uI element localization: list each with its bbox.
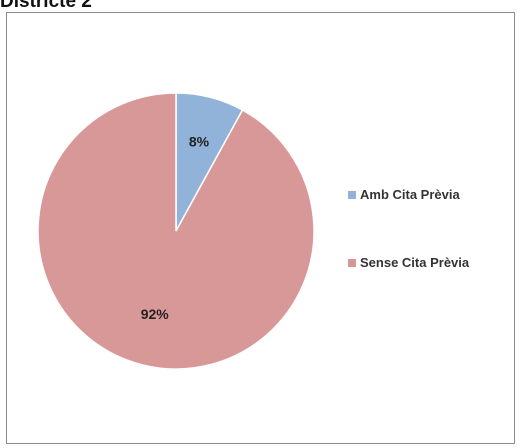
legend: Amb Cita Prèvia Sense Cita Prèvia [348, 187, 470, 270]
slice-label-2: 92% [141, 306, 170, 322]
pie-slice-2 [37, 92, 315, 370]
slice-label-1: 8% [189, 133, 210, 149]
legend-swatch-2 [348, 259, 356, 267]
page-title: Districte 2 [0, 0, 92, 12]
pie-slices [37, 92, 315, 370]
pie-slice-labels: 8% 92% [141, 133, 210, 321]
legend-swatch-1 [348, 191, 356, 199]
legend-label-2: Sense Cita Prèvia [360, 255, 470, 270]
legend-label-1: Amb Cita Prèvia [360, 187, 460, 202]
